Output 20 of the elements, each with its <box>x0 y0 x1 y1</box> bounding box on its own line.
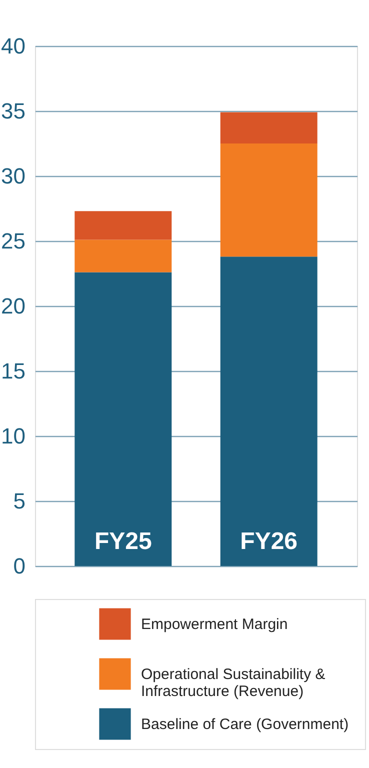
y-tick-label: 40 <box>1 34 26 58</box>
legend-label: Empowerment Margin <box>141 616 288 633</box>
y-tick-label: 0 <box>13 554 26 578</box>
y-tick-label: 15 <box>1 358 26 384</box>
y-tick-label: 10 <box>1 424 26 448</box>
bar <box>220 144 318 257</box>
bar <box>220 112 318 144</box>
bar <box>220 256 318 566</box>
bar <box>74 240 172 272</box>
x-tick-label: FY25 <box>94 528 152 555</box>
y-tick-label: 5 <box>13 488 26 514</box>
legend-label: Operational Sustainability & Infrastructure (Revenue) <box>141 666 326 700</box>
y-tick-label: 25 <box>1 228 26 254</box>
bar <box>74 272 172 566</box>
y-tick-label: 20 <box>1 294 26 318</box>
legend-label: Baseline of Care (Government) <box>141 716 349 733</box>
bar <box>74 211 172 240</box>
y-tick-label: 30 <box>1 164 26 188</box>
x-tick-label: FY26 <box>240 528 298 555</box>
y-tick-label: 35 <box>1 98 26 124</box>
